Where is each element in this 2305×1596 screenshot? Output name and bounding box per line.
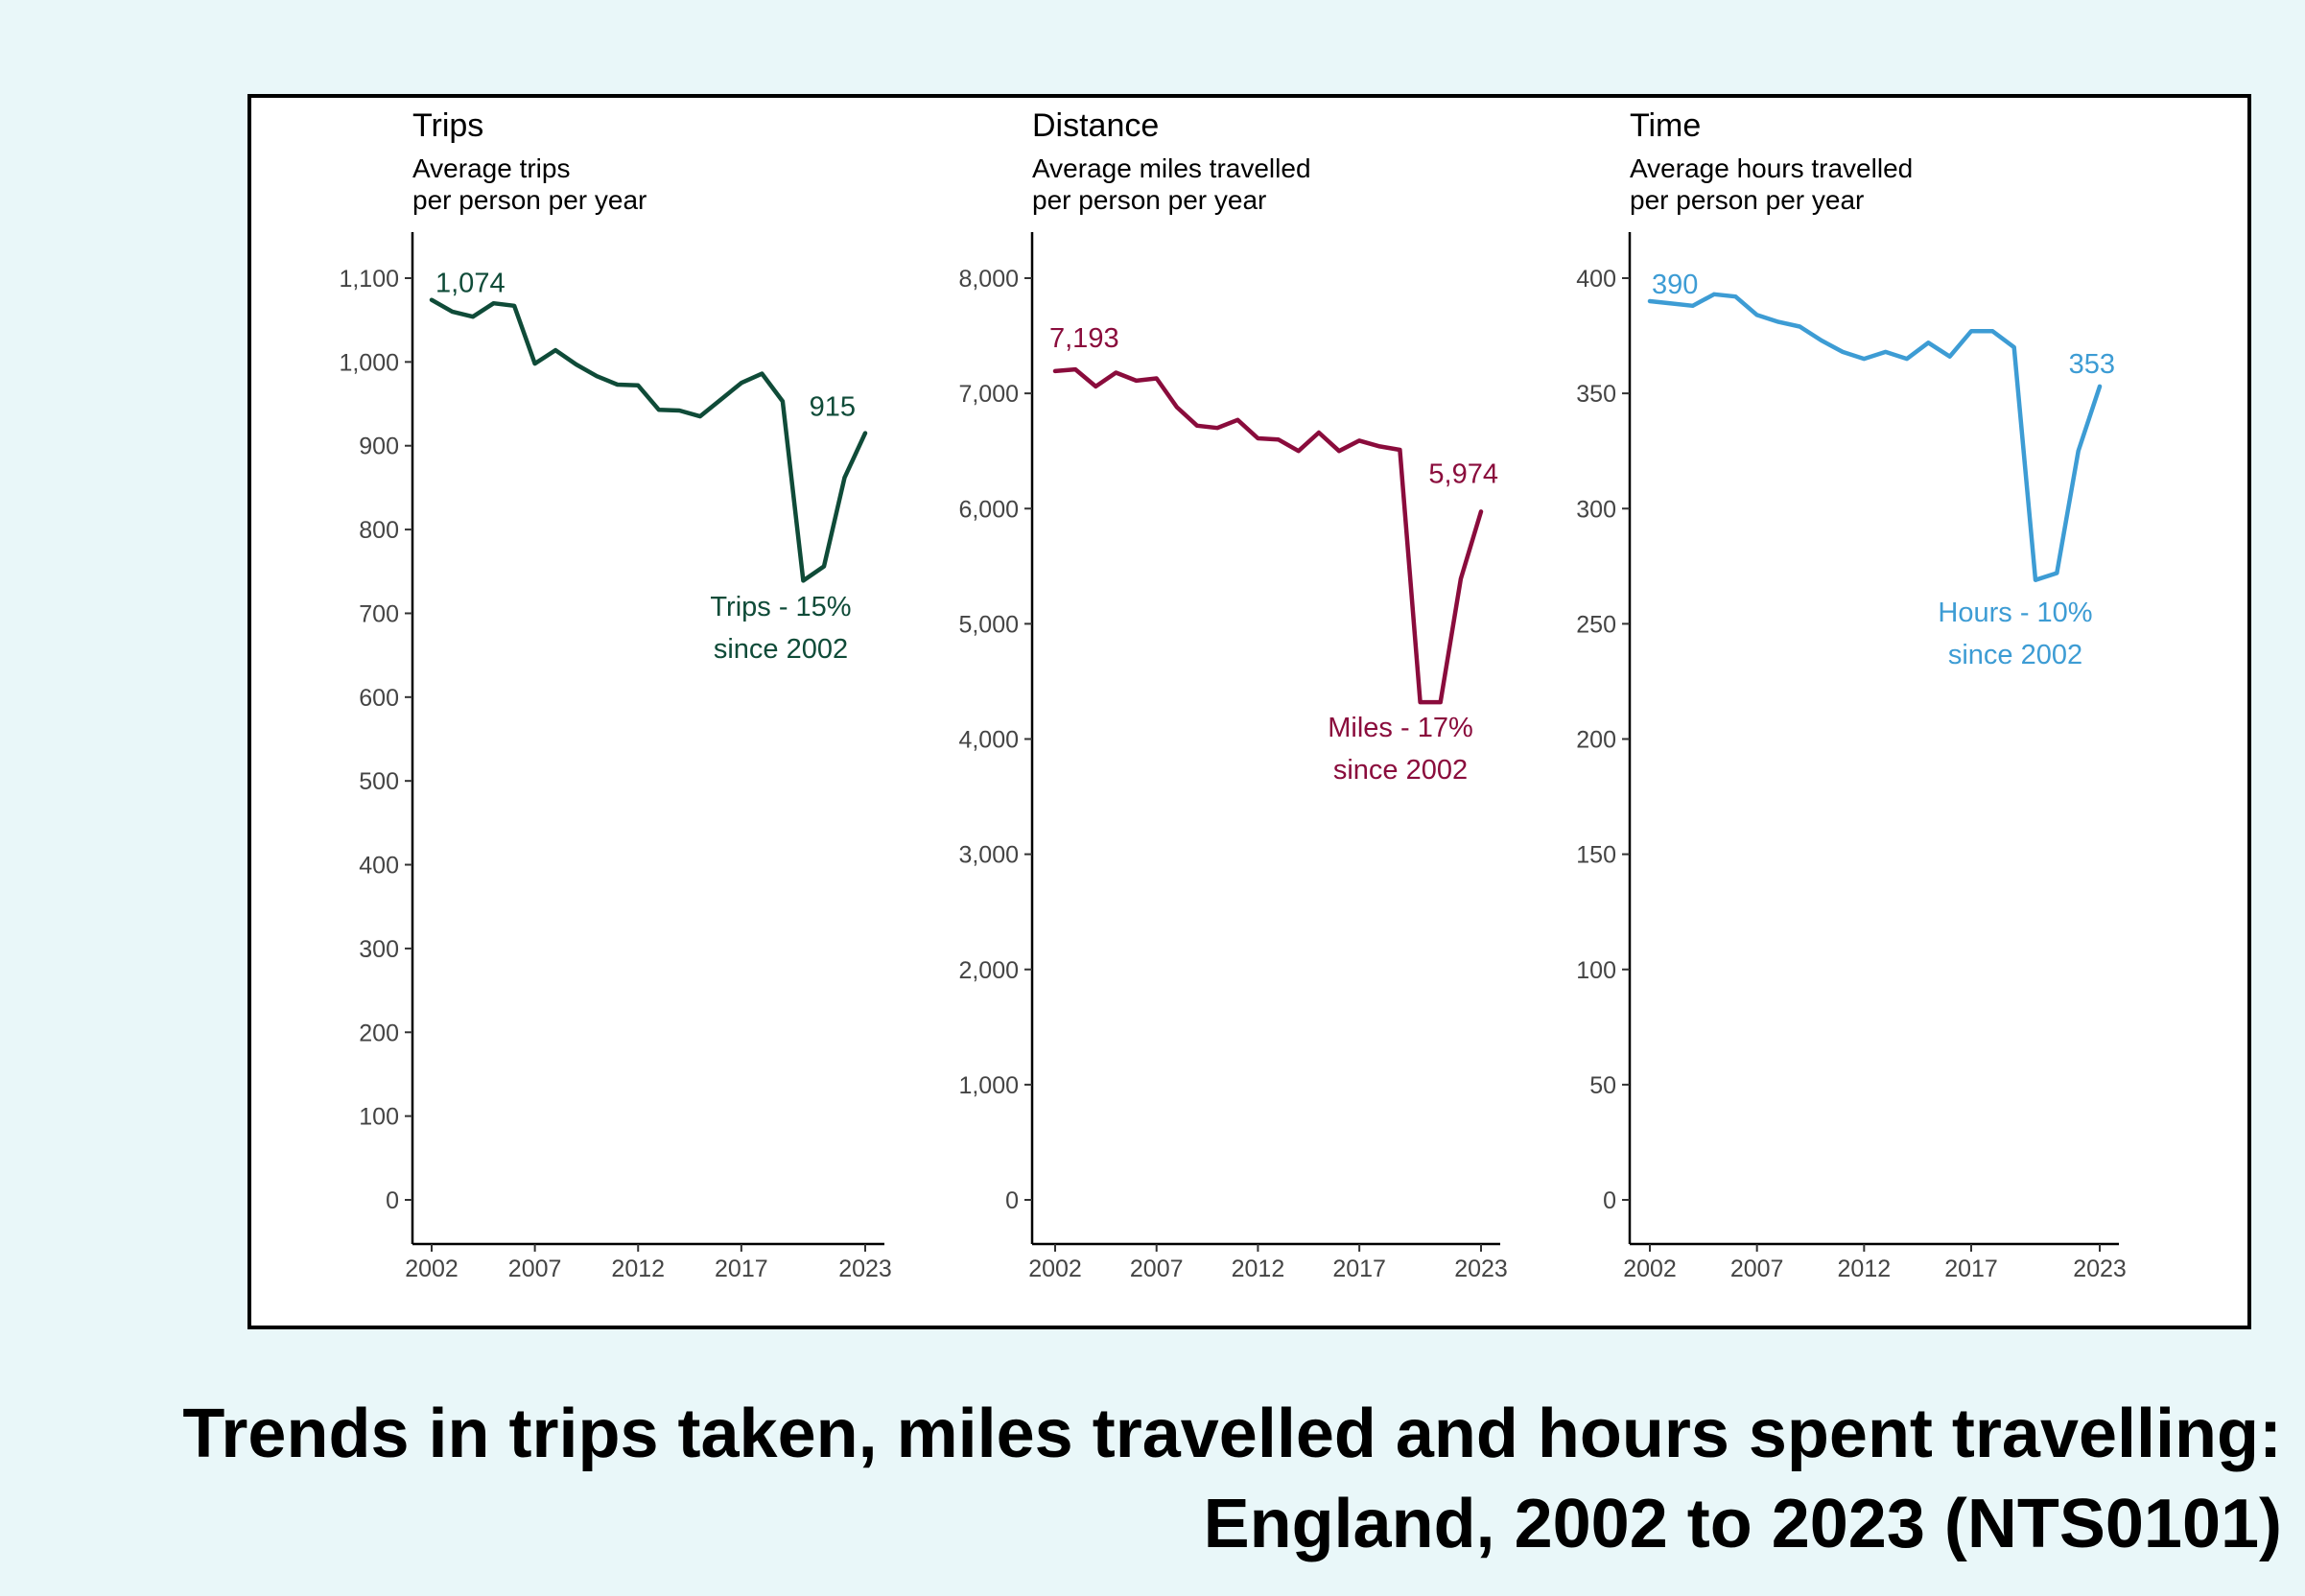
y-tick-label: 6,000 [958,496,1019,523]
figure-caption: Trends in trips taken, miles travelled a… [37,1389,2282,1569]
change-annotation: since 2002 [714,634,848,665]
series-line-trips [429,297,868,583]
end-value-label: 353 [2069,349,2115,380]
chart-subtitle-line: Average miles travelled [1032,153,1311,183]
x-tick-label: 2017 [1332,1256,1386,1282]
y-tick-label: 200 [359,1020,399,1046]
chart-subtitle-line: Average hours travelled [1630,153,1913,183]
y-tick-label: 400 [359,853,399,880]
y-tick-label: 1,000 [339,349,399,376]
y-tick-label: 800 [359,517,399,544]
y-tick-label: 50 [1589,1072,1616,1099]
chart-subtitle-line: Average trips [412,153,570,183]
y-tick-label: 400 [1576,266,1616,293]
y-tick-label: 350 [1576,381,1616,408]
chart-panel: Trips Average trips per person per year 0 10… [247,94,2251,1329]
chart-title: Distance [1032,107,1159,144]
y-tick-label: 0 [1005,1187,1019,1214]
y-tick-label: 150 [1576,842,1616,869]
y-tick-label: 100 [359,1104,399,1131]
caption-line-1: Trends in trips taken, miles travelled a… [182,1396,2282,1472]
y-tick-label: 1,100 [339,266,399,293]
x-tick-label: 2012 [1232,1256,1285,1282]
x-tick-label: 2023 [838,1256,892,1282]
x-tick-label: 2002 [1028,1256,1082,1282]
x-tick-label: 2002 [1623,1256,1677,1282]
x-tick-label: 2023 [2073,1256,2127,1282]
y-tick-label: 200 [1576,727,1616,754]
y-tick-label: 4,000 [958,727,1019,754]
y-tick-label: 2,000 [958,957,1019,984]
x-tick-label: 2012 [1838,1256,1892,1282]
x-tick-label: 2007 [508,1256,562,1282]
change-annotation: Trips - 15% [710,592,851,622]
x-tick-label: 2017 [1944,1256,1998,1282]
start-value-label: 390 [1652,270,1698,300]
x-tick-label: 2007 [1130,1256,1184,1282]
x-tick-label: 2023 [1454,1256,1508,1282]
end-value-label: 5,974 [1428,458,1498,489]
caption-line-2: England, 2002 to 2023 (NTS0101) [1203,1486,2282,1562]
end-value-label: 915 [810,392,856,423]
start-value-label: 7,193 [1049,323,1119,354]
chart-subtitle-line: per person per year [412,185,647,215]
change-annotation: Hours - 10% [1938,598,2092,628]
y-tick-label: 0 [386,1187,399,1214]
y-tick-label: 900 [359,434,399,460]
y-tick-label: 600 [359,685,399,712]
y-tick-label: 5,000 [958,611,1019,638]
start-value-label: 1,074 [435,269,506,299]
chart-title: Time [1630,107,1701,144]
change-annotation: since 2002 [1333,755,1468,786]
y-tick-label: 300 [359,936,399,963]
series-line-distance [1052,366,1484,705]
change-annotation: Miles - 17% [1328,713,1473,743]
x-tick-label: 2007 [1730,1256,1784,1282]
y-tick-label: 250 [1576,611,1616,638]
y-tick-label: 500 [359,768,399,795]
x-tick-label: 2012 [611,1256,665,1282]
x-tick-label: 2002 [405,1256,459,1282]
x-tick-label: 2017 [715,1256,768,1282]
chart-subtitle-line: per person per year [1032,185,1266,215]
y-tick-label: 700 [359,600,399,627]
y-tick-label: 1,000 [958,1072,1019,1099]
y-tick-label: 100 [1576,957,1616,984]
y-tick-label: 0 [1603,1187,1616,1214]
y-tick-label: 300 [1576,496,1616,523]
y-tick-label: 7,000 [958,381,1019,408]
y-tick-label: 3,000 [958,842,1019,869]
change-annotation: since 2002 [1948,640,2082,670]
chart-title: Trips [412,107,483,144]
series-line-time [1647,292,2103,582]
y-tick-label: 8,000 [958,266,1019,293]
chart-subtitle-line: per person per year [1630,185,1864,215]
